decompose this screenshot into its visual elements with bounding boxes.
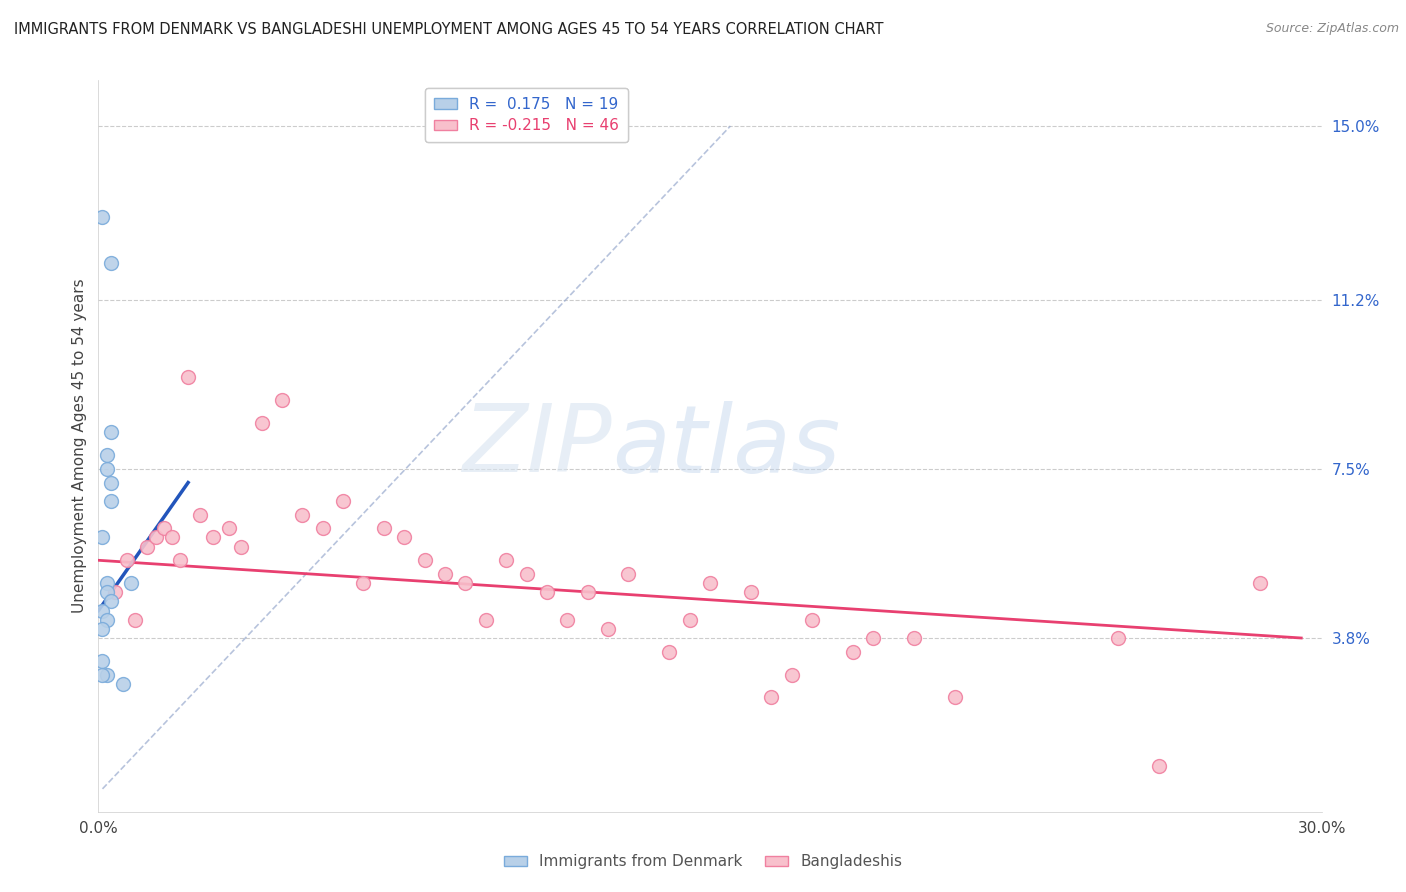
Point [96,576,118,591]
Point [454,576,477,591]
Point [495,553,517,567]
Point [136,540,159,554]
Point [111,676,134,690]
Point [177,370,200,384]
Point [392,530,416,544]
Point [100,493,122,508]
Point [104,585,127,599]
Point [91,667,114,681]
Point [201,530,224,544]
Legend: R =  0.175   N = 19, R = -0.215   N = 46: R = 0.175 N = 19, R = -0.215 N = 46 [425,88,628,143]
Point [617,567,640,582]
Point [152,521,174,535]
Point [699,576,721,591]
Point [96,448,118,462]
Point [124,613,146,627]
Point [1249,576,1271,591]
Point [943,690,966,705]
Point [516,567,538,582]
Point [115,553,138,567]
Point [96,462,118,476]
Point [250,416,273,430]
Point [598,622,620,636]
Point [91,654,114,668]
Point [801,613,824,627]
Point [96,613,118,627]
Point [96,667,118,681]
Point [679,613,702,627]
Point [536,585,558,599]
Point [231,540,253,554]
Point [218,521,240,535]
Point [474,613,498,627]
Legend: Immigrants from Denmark, Bangladeshis: Immigrants from Denmark, Bangladeshis [498,848,908,875]
Point [557,613,579,627]
Point [100,475,122,490]
Point [169,553,191,567]
Point [1107,631,1129,645]
Point [413,553,436,567]
Point [1147,759,1170,773]
Point [761,690,783,705]
Point [576,585,599,599]
Point [91,622,114,636]
Point [91,211,114,225]
Point [434,567,457,582]
Point [100,594,122,608]
Text: IMMIGRANTS FROM DENMARK VS BANGLADESHI UNEMPLOYMENT AMONG AGES 45 TO 54 YEARS CO: IMMIGRANTS FROM DENMARK VS BANGLADESHI U… [14,22,883,37]
Point [188,508,212,522]
Point [903,631,925,645]
Point [160,530,183,544]
Point [740,585,762,599]
Point [352,576,374,591]
Point [96,585,118,599]
Y-axis label: Unemployment Among Ages 45 to 54 years: Unemployment Among Ages 45 to 54 years [72,278,87,614]
Point [100,256,122,270]
Point [91,530,114,544]
Point [270,393,294,408]
Point [100,425,122,440]
Point [91,603,114,617]
Point [658,645,681,659]
Point [312,521,335,535]
Point [145,530,167,544]
Text: Source: ZipAtlas.com: Source: ZipAtlas.com [1265,22,1399,36]
Point [841,645,863,659]
Point [120,576,142,591]
Text: atlas: atlas [612,401,841,491]
Point [332,493,354,508]
Point [373,521,395,535]
Point [862,631,884,645]
Text: ZIP: ZIP [463,401,612,491]
Point [780,667,803,681]
Point [291,508,314,522]
